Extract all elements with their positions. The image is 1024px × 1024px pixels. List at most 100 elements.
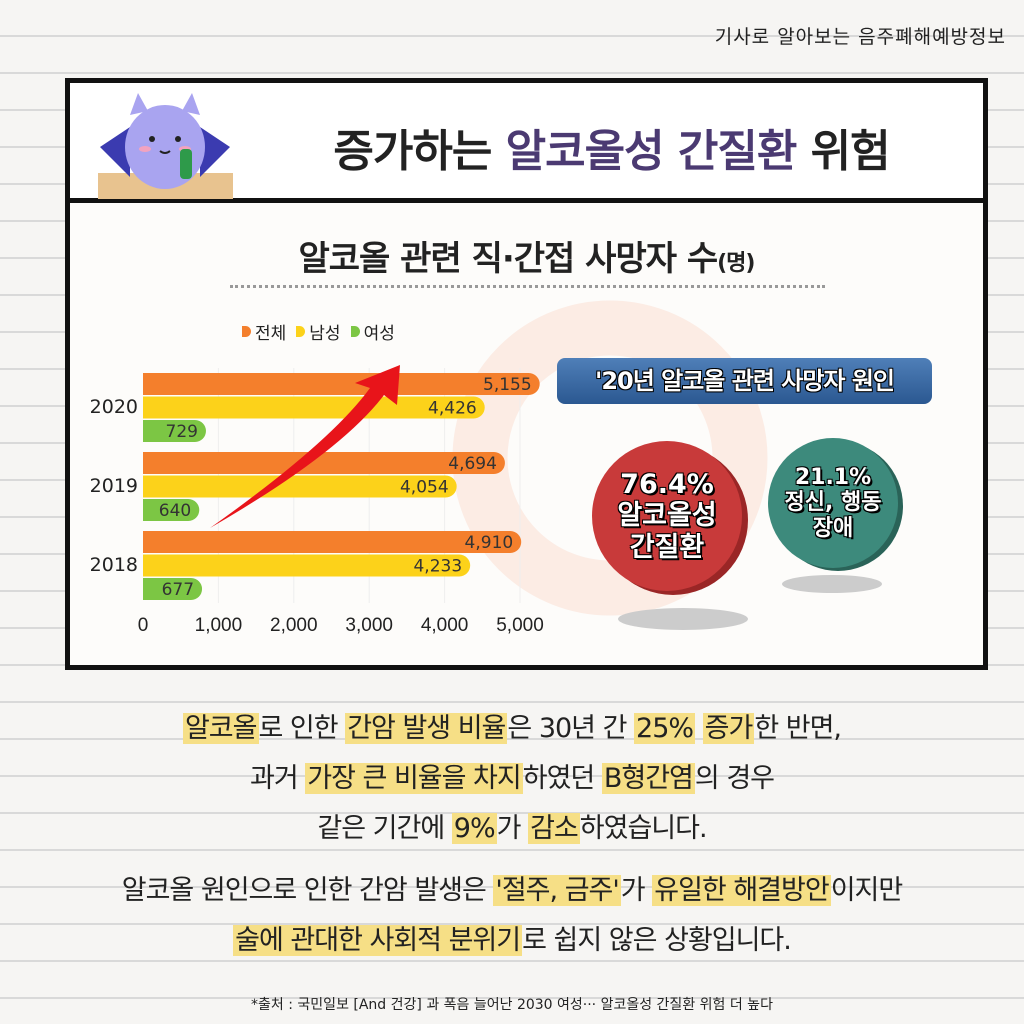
text-segment: 같은 기간에 bbox=[317, 813, 452, 844]
highlighted-text: 간암 발생 비율 bbox=[345, 713, 508, 744]
highlighted-text: 술에 관대한 사회적 분위기 bbox=[233, 925, 523, 956]
dotted-divider bbox=[230, 285, 825, 288]
text-segment: 알코올 원인으로 인한 간암 발생은 bbox=[121, 875, 494, 906]
text-line: 알코올 원인으로 인한 간암 발생은 '절주, 금주'가 유일한 해결방안이지만 bbox=[0, 868, 1024, 918]
title-highlight: 알코올성 간질환 bbox=[505, 126, 798, 177]
highlighted-text: '절주, 금주' bbox=[493, 875, 621, 906]
bubble-shadow bbox=[782, 575, 882, 593]
bar-base bbox=[143, 452, 155, 474]
text-segment: 하였습니다. bbox=[579, 813, 708, 844]
highlighted-text: 가장 큰 비율을 차지 bbox=[305, 763, 523, 794]
highlighted-text: 알코올 bbox=[182, 713, 259, 744]
bar-base bbox=[143, 554, 155, 577]
cause-bubble-mental: 21.1% 정신, 행동 장애 bbox=[768, 438, 898, 568]
highlighted-text: 9% bbox=[451, 813, 497, 844]
text-segment: 가 bbox=[496, 813, 529, 844]
legend-swatch bbox=[350, 326, 360, 337]
bar-남성 bbox=[143, 554, 471, 577]
chart-title-text: 알코올 관련 직·간접 사망자 수 bbox=[298, 239, 719, 279]
source-citation: *출처 : 국민일보 [And 건강] 과 폭음 늘어난 2030 여성··· … bbox=[251, 997, 773, 1013]
cause-label: 정신, 행동 bbox=[784, 490, 882, 516]
x-tick-label: 5,000 bbox=[496, 615, 544, 636]
title-pre: 증가하는 bbox=[333, 126, 492, 177]
bar-base bbox=[143, 396, 155, 419]
legend-swatch bbox=[296, 326, 306, 337]
text-segment: 가 bbox=[620, 875, 653, 906]
bar-여성 bbox=[143, 499, 200, 521]
data-label: 677 bbox=[162, 580, 194, 600]
cause-label: 간질환 bbox=[629, 531, 705, 563]
cause-percent: 21.1% bbox=[794, 465, 872, 491]
data-label: 4,910 bbox=[465, 533, 514, 553]
text-line: 술에 관대한 사회적 분위기로 쉽지 않은 상황입니다. bbox=[0, 918, 1024, 968]
x-tick-label: 3,000 bbox=[345, 615, 393, 636]
text-segment: 과거 bbox=[250, 763, 306, 794]
data-label: 5,155 bbox=[483, 375, 532, 395]
cause-bubble-liver: 76.4% 알코올성 간질환 bbox=[592, 441, 742, 591]
bar-전체 bbox=[143, 452, 505, 474]
bar-base bbox=[143, 531, 155, 553]
text-line: 같은 기간에 9%가 감소하였습니다. bbox=[0, 806, 1024, 856]
text-segment: 의 경우 bbox=[694, 763, 775, 794]
cause-label: 장애 bbox=[812, 515, 854, 541]
bar-여성 bbox=[143, 420, 206, 442]
data-label: 640 bbox=[159, 501, 191, 521]
y-category-label: 2019 bbox=[90, 475, 138, 497]
title-post: 위험 bbox=[810, 126, 891, 177]
chart-legend: 전체 남성 여성 bbox=[242, 319, 395, 344]
cause-percent: 76.4% bbox=[620, 469, 714, 501]
text-segment: 로 인한 bbox=[258, 713, 346, 744]
text-line: 과거 가장 큰 비율을 차지하였던 B형간염의 경우 bbox=[0, 756, 1024, 806]
cause-label: 알코올성 bbox=[617, 500, 717, 532]
highlighted-text: B형간염 bbox=[601, 763, 695, 794]
bar-남성 bbox=[143, 396, 485, 419]
legend-swatch bbox=[242, 326, 251, 337]
data-label: 729 bbox=[166, 422, 198, 442]
data-label: 4,426 bbox=[428, 399, 477, 419]
data-label: 4,054 bbox=[400, 478, 449, 498]
highlighted-text: 증가 bbox=[702, 713, 755, 744]
bubble-shadow bbox=[618, 608, 748, 630]
bar-여성 bbox=[143, 578, 203, 600]
legend-item: 전체 bbox=[242, 319, 286, 344]
x-tick-label: 0 bbox=[138, 615, 149, 636]
causes-title: '20년 알코올 관련 사망자 원인 bbox=[557, 358, 932, 404]
text-segment bbox=[695, 713, 703, 744]
mascot-illustration bbox=[98, 93, 233, 199]
text-segment: 이지만 bbox=[830, 875, 904, 906]
text-segment: 한 반면, bbox=[754, 713, 842, 744]
legend-label: 여성 bbox=[363, 324, 395, 344]
text-segment: 은 30년 간 bbox=[507, 713, 635, 744]
legend-label: 남성 bbox=[309, 324, 341, 344]
data-label: 4,694 bbox=[448, 454, 497, 474]
bar-base bbox=[143, 499, 155, 521]
text-segment: 하였던 bbox=[522, 763, 602, 794]
x-tick-label: 1,000 bbox=[195, 615, 243, 636]
bar-base bbox=[143, 578, 155, 600]
body-text: 알코올로 인한 간암 발생 비율은 30년 간 25% 증가한 반면, 과거 가장… bbox=[0, 706, 1024, 968]
highlighted-text: 25% bbox=[634, 713, 696, 744]
trend-arrow bbox=[210, 365, 400, 528]
x-tick-label: 2,000 bbox=[270, 615, 318, 636]
page-title: 증가하는 알코올성 간질환 위험 bbox=[240, 115, 983, 179]
chart-title: 알코올 관련 직·간접 사망자 수(명) bbox=[70, 231, 983, 280]
series-tag: 기사로 알아보는 음주폐해예방정보 bbox=[714, 26, 1006, 48]
bar-전체 bbox=[143, 373, 540, 395]
bar-base bbox=[143, 373, 155, 395]
paragraph-gap bbox=[0, 856, 1024, 868]
chart-title-unit: (명) bbox=[717, 251, 755, 276]
highlighted-text: 감소 bbox=[528, 813, 580, 844]
header: 증가하는 알코올성 간질환 위험 bbox=[70, 83, 983, 203]
legend-item: 여성 bbox=[350, 319, 395, 344]
bar-base bbox=[143, 475, 155, 498]
text-segment: 로 쉽지 않은 상황입니다. bbox=[522, 925, 792, 956]
legend-item: 남성 bbox=[296, 319, 341, 344]
bar-전체 bbox=[143, 531, 522, 553]
y-category-label: 2020 bbox=[90, 396, 138, 418]
text-line: 알코올로 인한 간암 발생 비율은 30년 간 25% 증가한 반면, bbox=[0, 706, 1024, 756]
infographic-card: 증가하는 알코올성 간질환 위험 0 1,000 2,000 3,000 4,000 5,… bbox=[65, 78, 988, 670]
x-tick-label: 4,000 bbox=[421, 615, 469, 636]
bar-base bbox=[143, 420, 155, 442]
bar-남성 bbox=[143, 475, 457, 498]
y-category-label: 2018 bbox=[90, 554, 138, 576]
